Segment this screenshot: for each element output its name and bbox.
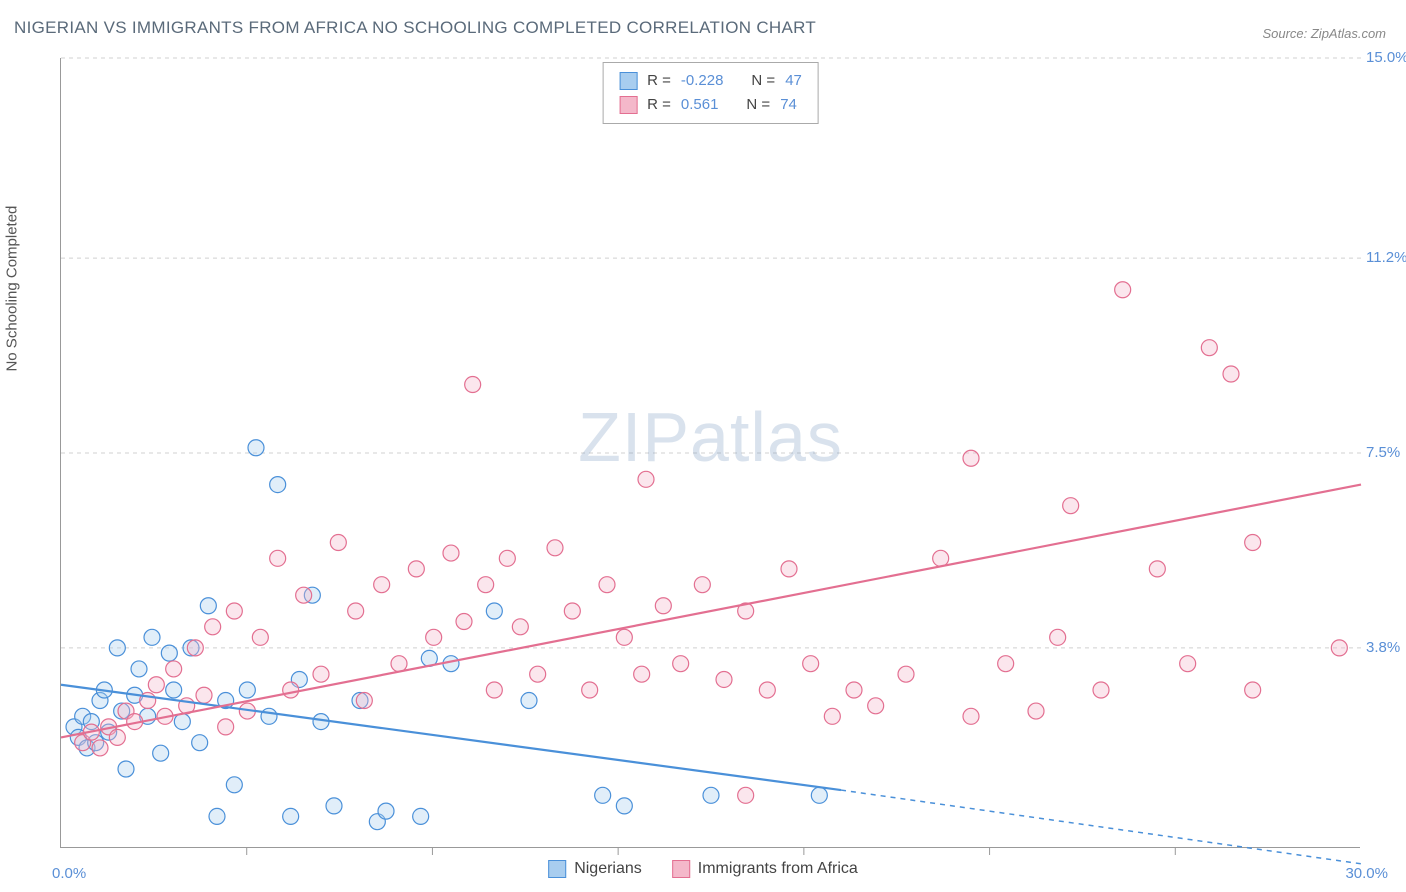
x-tick-label-right: 30.0% [1345, 865, 1388, 882]
legend-item-immigrants: Immigrants from Africa [672, 860, 858, 878]
y-tick-label: 15.0% [1366, 49, 1406, 66]
y-tick-label: 7.5% [1366, 444, 1400, 461]
legend-n-val-1: 47 [785, 69, 802, 93]
legend-n-val-2: 74 [780, 93, 797, 117]
legend-r-label-2: R = [647, 93, 671, 117]
legend-series: Nigerians Immigrants from Africa [548, 860, 858, 878]
legend-r-label: R = [647, 69, 671, 93]
chart-container: NIGERIAN VS IMMIGRANTS FROM AFRICA NO SC… [0, 0, 1406, 892]
plot-area: R = -0.228 N = 47 R = 0.561 N = 74 ZIPat… [60, 58, 1360, 848]
legend-r-val-2: 0.561 [681, 93, 719, 117]
chart-svg [61, 58, 1360, 847]
legend-swatch-blue-b [548, 860, 566, 878]
chart-title: NIGERIAN VS IMMIGRANTS FROM AFRICA NO SC… [14, 18, 816, 38]
legend-swatch-pink-b [672, 860, 690, 878]
legend-r-val-1: -0.228 [681, 69, 724, 93]
source-credit: Source: ZipAtlas.com [1262, 26, 1386, 41]
legend-row-1: R = -0.228 N = 47 [619, 69, 802, 93]
legend-label-2: Immigrants from Africa [698, 860, 858, 878]
y-tick-label: 3.8% [1366, 639, 1400, 656]
legend-swatch-pink [619, 96, 637, 114]
y-tick-label: 11.2% [1366, 249, 1406, 266]
legend-row-2: R = 0.561 N = 74 [619, 93, 802, 117]
y-axis-label: No Schooling Completed [4, 206, 21, 372]
legend-correlation: R = -0.228 N = 47 R = 0.561 N = 74 [602, 62, 819, 124]
x-tick-label-left: 0.0% [52, 865, 86, 882]
legend-item-nigerians: Nigerians [548, 860, 642, 878]
legend-n-label: N = [751, 69, 775, 93]
legend-label-1: Nigerians [574, 860, 642, 878]
legend-n-label-2: N = [746, 93, 770, 117]
legend-swatch-blue [619, 72, 637, 90]
